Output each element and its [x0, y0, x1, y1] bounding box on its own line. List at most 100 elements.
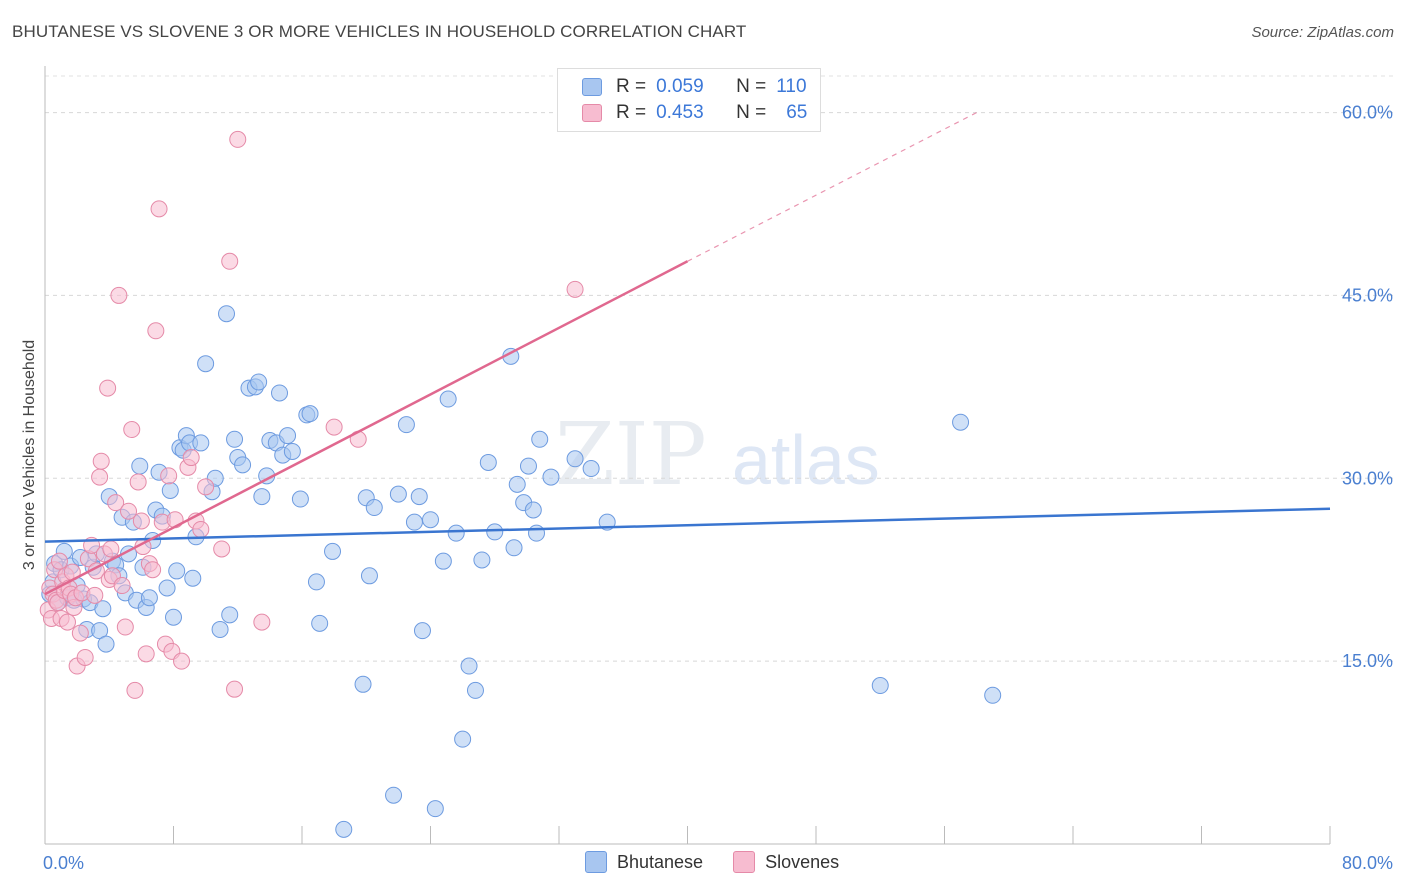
slovenes-point	[173, 652, 191, 670]
bhutanese-point	[94, 600, 112, 618]
bhutanese-point	[505, 539, 523, 557]
y-tick-label: 45.0%	[1342, 285, 1393, 305]
bhutanese-point	[234, 456, 252, 474]
bhutanese-point	[422, 511, 439, 529]
bhutanese-trend-line	[44, 507, 1331, 543]
legend-n-value: 110	[776, 76, 807, 97]
bhutanese-point	[301, 405, 319, 423]
bhutanese-point	[871, 677, 889, 695]
bhutanese-point	[397, 416, 415, 434]
bhutanese-point	[360, 567, 378, 585]
watermark-atlas: atlas	[731, 421, 880, 499]
bhutanese-point	[447, 524, 465, 542]
bhutanese-point	[984, 686, 1002, 704]
legend-n-label: N =	[736, 76, 767, 97]
slovenes-point	[144, 561, 162, 579]
bhutanese-point	[473, 551, 491, 569]
bottom-legend-swatch-slovenes	[733, 851, 756, 873]
slovenes-point	[213, 540, 231, 558]
bhutanese-point	[528, 524, 546, 542]
slovenes-point	[58, 613, 76, 631]
slovenes-point	[147, 322, 165, 340]
legend-n-value: 65	[786, 102, 808, 123]
slovenes-point	[253, 613, 271, 631]
bhutanese-point	[168, 562, 186, 580]
bhutanese-point	[519, 457, 537, 475]
slovenes-point	[126, 681, 144, 699]
slovenes-point	[221, 252, 239, 270]
legend-r-label: R =	[616, 76, 647, 97]
bottom-legend-label-slovenes: Slovenes	[765, 851, 840, 872]
y-tick-label: 30.0%	[1342, 468, 1393, 488]
bottom-legend-swatch-bhutanese	[585, 851, 607, 873]
bottom-legend: Bhutanese Slovenes	[585, 851, 839, 873]
bhutanese-point	[279, 427, 297, 445]
slovenes-trend-extension	[687, 112, 977, 262]
bhutanese-point	[131, 457, 149, 475]
slovenes-point	[71, 624, 89, 642]
legend-r-value: 0.453	[656, 102, 704, 123]
slovenes-point	[91, 468, 109, 486]
slovenes-point	[132, 512, 150, 530]
bhutanese-point	[158, 579, 176, 597]
slovenes-point	[137, 645, 155, 663]
bhutanese-point	[221, 606, 239, 624]
slovenes-point	[182, 449, 200, 467]
x-tick-label: 80.0%	[1342, 853, 1393, 873]
bhutanese-point	[385, 786, 403, 804]
bhutanese-point	[165, 608, 182, 626]
bhutanese-point	[439, 390, 457, 408]
slovenes-point	[226, 680, 244, 698]
slovenes-point	[50, 552, 68, 570]
bhutanese-point	[324, 542, 342, 560]
slovenes-point	[123, 421, 141, 439]
legend-row-slovenes: R = 0.453 N = 65	[582, 101, 807, 125]
bhutanese-point	[466, 681, 484, 699]
bhutanese-point	[192, 434, 210, 452]
bhutanese-point	[184, 569, 202, 587]
bhutanese-point	[161, 481, 179, 499]
bhutanese-point	[389, 485, 407, 503]
slovenes-point	[325, 418, 343, 436]
slovenes-point	[99, 379, 117, 397]
slovenes-point	[116, 618, 134, 636]
y-tick-label: 60.0%	[1342, 103, 1393, 123]
bhutanese-point	[566, 450, 584, 468]
legend: R = 0.059 N = 110 R = 0.453 N = 65	[557, 68, 821, 132]
legend-r-value: 0.059	[656, 76, 704, 97]
slovenes-point	[110, 286, 128, 304]
legend-n-label: N =	[736, 102, 767, 123]
bhutanese-point	[211, 620, 229, 638]
source-label: Source: ZipAtlas.com	[1251, 24, 1394, 41]
slovenes-point	[197, 478, 215, 496]
slovenes-point	[113, 577, 131, 595]
bhutanese-point	[97, 635, 115, 653]
bhutanese-point	[486, 523, 504, 541]
bhutanese-point	[283, 442, 301, 460]
slovenes-point	[86, 586, 104, 604]
slovenes-trend-line	[44, 260, 689, 596]
bhutanese-point	[454, 730, 472, 748]
slovenes-point	[76, 648, 94, 666]
slovenes-point	[229, 130, 247, 148]
bhutanese-point	[413, 622, 431, 640]
bhutanese-point	[307, 573, 325, 591]
bhutanese-point	[508, 475, 526, 493]
slovenes-point	[192, 520, 210, 538]
slovenes-point	[107, 494, 125, 512]
slovenes-point	[566, 280, 584, 298]
bhutanese-point	[197, 355, 215, 373]
slovenes-point	[129, 473, 147, 491]
slovenes-point	[120, 502, 138, 520]
bhutanese-point	[524, 501, 542, 519]
bottom-legend-label-bhutanese: Bhutanese	[617, 851, 704, 872]
legend-r-label: R =	[616, 102, 647, 123]
bhutanese-point	[354, 675, 372, 693]
bhutanese-point	[226, 430, 244, 448]
slovenes-point	[160, 467, 178, 485]
bhutanese-point	[271, 384, 289, 402]
bhutanese-point	[311, 614, 329, 632]
slovenes-point	[102, 540, 120, 558]
bhutanese-point	[582, 460, 600, 478]
